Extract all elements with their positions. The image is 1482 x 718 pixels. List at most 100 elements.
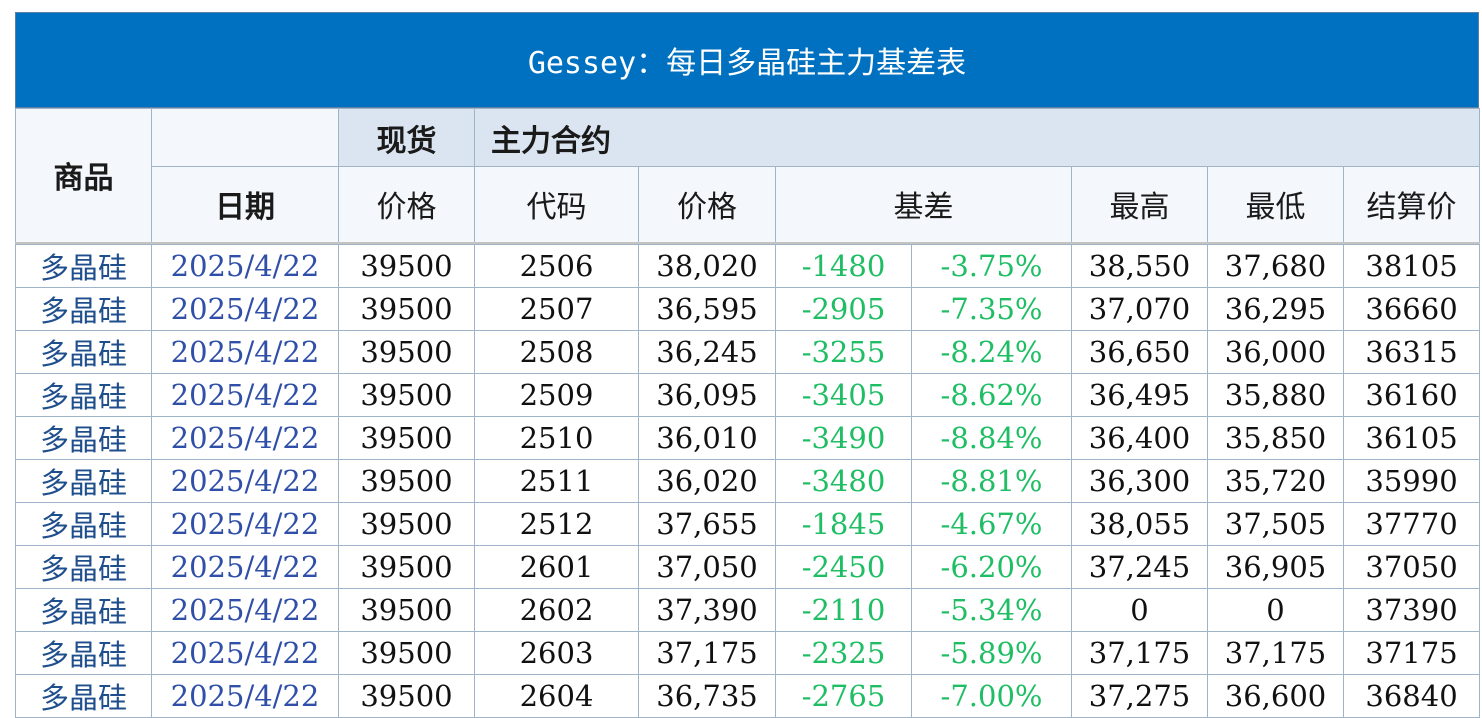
- settle-price-cell[interactable]: 36105: [1342, 415, 1481, 460]
- product-cell[interactable]: 多晶硅: [15, 673, 152, 718]
- basis-percent-cell[interactable]: -8.24%: [911, 329, 1072, 374]
- contract-code-cell[interactable]: 2603: [474, 630, 639, 675]
- basis-value-cell[interactable]: -2325: [775, 630, 912, 675]
- low-price-cell[interactable]: 0: [1207, 587, 1344, 632]
- high-price-cell[interactable]: 36,300: [1071, 458, 1208, 503]
- date-cell[interactable]: 2025/4/22: [151, 501, 339, 546]
- high-price-cell[interactable]: 37,070: [1071, 286, 1208, 331]
- date-cell[interactable]: 2025/4/22: [151, 587, 339, 632]
- spot-price-cell[interactable]: 39500: [338, 544, 475, 589]
- high-price-cell[interactable]: 36,495: [1071, 372, 1208, 417]
- settle-price-cell[interactable]: 36160: [1342, 372, 1481, 417]
- settle-price-cell[interactable]: 37390: [1342, 587, 1481, 632]
- high-price-cell[interactable]: 38,055: [1071, 501, 1208, 546]
- contract-price-cell[interactable]: 36,095: [638, 372, 776, 417]
- spot-price-cell[interactable]: 39500: [338, 458, 475, 503]
- product-cell[interactable]: 多晶硅: [15, 501, 152, 546]
- contract-code-cell[interactable]: 2601: [474, 544, 639, 589]
- date-cell[interactable]: 2025/4/22: [151, 544, 339, 589]
- basis-value-cell[interactable]: -1845: [775, 501, 912, 546]
- low-price-cell[interactable]: 37,680: [1207, 243, 1344, 288]
- high-price-cell[interactable]: 37,245: [1071, 544, 1208, 589]
- high-price-cell[interactable]: 36,400: [1071, 415, 1208, 460]
- basis-value-cell[interactable]: -2450: [775, 544, 912, 589]
- low-price-cell[interactable]: 36,600: [1207, 673, 1344, 718]
- low-price-cell[interactable]: 35,720: [1207, 458, 1344, 503]
- basis-percent-cell[interactable]: -7.00%: [911, 673, 1072, 718]
- settle-price-cell[interactable]: 37770: [1342, 501, 1481, 546]
- basis-percent-cell[interactable]: -6.20%: [911, 544, 1072, 589]
- contract-code-cell[interactable]: 2511: [474, 458, 639, 503]
- product-cell[interactable]: 多晶硅: [15, 329, 152, 374]
- spot-price-cell[interactable]: 39500: [338, 372, 475, 417]
- contract-code-cell[interactable]: 2509: [474, 372, 639, 417]
- basis-value-cell[interactable]: -3255: [775, 329, 912, 374]
- product-cell[interactable]: 多晶硅: [15, 286, 152, 331]
- contract-code-cell[interactable]: 2507: [474, 286, 639, 331]
- spot-price-cell[interactable]: 39500: [338, 286, 475, 331]
- settle-price-cell[interactable]: 35990: [1342, 458, 1481, 503]
- basis-percent-cell[interactable]: -5.89%: [911, 630, 1072, 675]
- settle-price-cell[interactable]: 36840: [1342, 673, 1481, 718]
- date-cell[interactable]: 2025/4/22: [151, 372, 339, 417]
- basis-value-cell[interactable]: -2765: [775, 673, 912, 718]
- basis-percent-cell[interactable]: -8.62%: [911, 372, 1072, 417]
- date-cell[interactable]: 2025/4/22: [151, 329, 339, 374]
- low-price-cell[interactable]: 35,850: [1207, 415, 1344, 460]
- date-cell[interactable]: 2025/4/22: [151, 286, 339, 331]
- settle-price-cell[interactable]: 36660: [1342, 286, 1481, 331]
- date-cell[interactable]: 2025/4/22: [151, 243, 339, 288]
- contract-price-cell[interactable]: 37,050: [638, 544, 776, 589]
- date-cell[interactable]: 2025/4/22: [151, 630, 339, 675]
- low-price-cell[interactable]: 36,295: [1207, 286, 1344, 331]
- spot-price-cell[interactable]: 39500: [338, 673, 475, 718]
- basis-value-cell[interactable]: -2110: [775, 587, 912, 632]
- basis-percent-cell[interactable]: -5.34%: [911, 587, 1072, 632]
- high-price-cell[interactable]: 37,275: [1071, 673, 1208, 718]
- contract-code-cell[interactable]: 2602: [474, 587, 639, 632]
- low-price-cell[interactable]: 37,175: [1207, 630, 1344, 675]
- contract-price-cell[interactable]: 36,595: [638, 286, 776, 331]
- product-cell[interactable]: 多晶硅: [15, 243, 152, 288]
- basis-percent-cell[interactable]: -7.35%: [911, 286, 1072, 331]
- settle-price-cell[interactable]: 36315: [1342, 329, 1481, 374]
- contract-price-cell[interactable]: 38,020: [638, 243, 776, 288]
- product-cell[interactable]: 多晶硅: [15, 544, 152, 589]
- product-cell[interactable]: 多晶硅: [15, 587, 152, 632]
- contract-code-cell[interactable]: 2510: [474, 415, 639, 460]
- product-cell[interactable]: 多晶硅: [15, 630, 152, 675]
- basis-value-cell[interactable]: -2905: [775, 286, 912, 331]
- basis-value-cell[interactable]: -3480: [775, 458, 912, 503]
- settle-price-cell[interactable]: 38105: [1342, 243, 1481, 288]
- contract-price-cell[interactable]: 36,245: [638, 329, 776, 374]
- high-price-cell[interactable]: 37,175: [1071, 630, 1208, 675]
- spot-price-cell[interactable]: 39500: [338, 587, 475, 632]
- basis-percent-cell[interactable]: -4.67%: [911, 501, 1072, 546]
- low-price-cell[interactable]: 35,880: [1207, 372, 1344, 417]
- contract-price-cell[interactable]: 37,655: [638, 501, 776, 546]
- low-price-cell[interactable]: 37,505: [1207, 501, 1344, 546]
- contract-price-cell[interactable]: 36,735: [638, 673, 776, 718]
- low-price-cell[interactable]: 36,905: [1207, 544, 1344, 589]
- contract-price-cell[interactable]: 36,010: [638, 415, 776, 460]
- high-price-cell[interactable]: 36,650: [1071, 329, 1208, 374]
- spot-price-cell[interactable]: 39500: [338, 415, 475, 460]
- contract-price-cell[interactable]: 36,020: [638, 458, 776, 503]
- contract-code-cell[interactable]: 2508: [474, 329, 639, 374]
- high-price-cell[interactable]: 0: [1071, 587, 1208, 632]
- date-cell[interactable]: 2025/4/22: [151, 458, 339, 503]
- spot-price-cell[interactable]: 39500: [338, 329, 475, 374]
- settle-price-cell[interactable]: 37050: [1342, 544, 1481, 589]
- product-cell[interactable]: 多晶硅: [15, 458, 152, 503]
- date-cell[interactable]: 2025/4/22: [151, 415, 339, 460]
- spot-price-cell[interactable]: 39500: [338, 243, 475, 288]
- settle-price-cell[interactable]: 37175: [1342, 630, 1481, 675]
- spot-price-cell[interactable]: 39500: [338, 501, 475, 546]
- contract-price-cell[interactable]: 37,390: [638, 587, 776, 632]
- product-cell[interactable]: 多晶硅: [15, 415, 152, 460]
- contract-code-cell[interactable]: 2604: [474, 673, 639, 718]
- basis-percent-cell[interactable]: -8.81%: [911, 458, 1072, 503]
- basis-value-cell[interactable]: -3405: [775, 372, 912, 417]
- product-cell[interactable]: 多晶硅: [15, 372, 152, 417]
- contract-code-cell[interactable]: 2512: [474, 501, 639, 546]
